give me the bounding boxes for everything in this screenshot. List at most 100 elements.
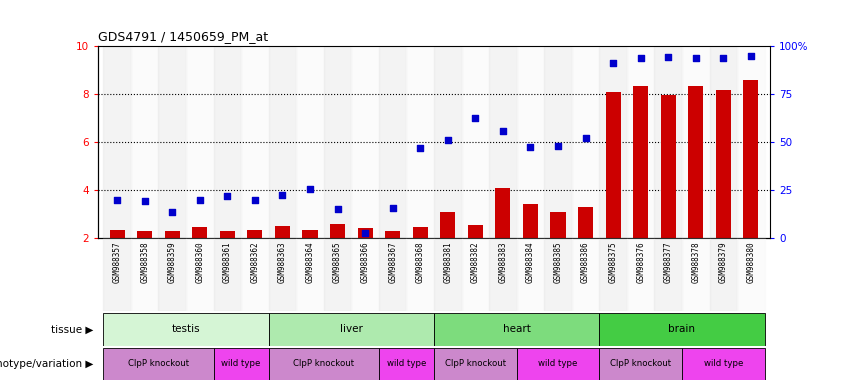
Bar	[434, 238, 461, 311]
Point	[469, 115, 483, 121]
Text: GSM988386: GSM988386	[581, 242, 590, 283]
Bar	[296, 238, 323, 311]
Bar	[627, 238, 654, 311]
Text: wild type: wild type	[704, 359, 743, 368]
Text: GSM988364: GSM988364	[306, 242, 315, 283]
Bar	[275, 226, 290, 238]
Text: GDS4791 / 1450659_PM_at: GDS4791 / 1450659_PM_at	[98, 30, 268, 43]
Bar	[578, 207, 593, 238]
Bar	[165, 231, 180, 238]
Point	[248, 197, 262, 203]
Text: GSM988363: GSM988363	[278, 242, 287, 283]
Bar	[158, 46, 186, 238]
Bar	[214, 46, 241, 238]
Bar	[716, 91, 731, 238]
Text: GSM988360: GSM988360	[196, 242, 204, 283]
Text: genotype/variation ▶: genotype/variation ▶	[0, 359, 94, 369]
Bar	[627, 46, 654, 238]
Text: ClpP knockout: ClpP knockout	[128, 359, 189, 368]
Text: GSM988381: GSM988381	[443, 242, 452, 283]
Text: GSM988367: GSM988367	[388, 242, 397, 283]
Point	[111, 197, 124, 203]
Bar	[351, 238, 379, 311]
Bar	[606, 92, 620, 238]
Bar	[523, 204, 538, 238]
Bar	[379, 348, 434, 380]
Bar	[241, 46, 269, 238]
Point	[358, 230, 372, 236]
Bar	[743, 80, 758, 238]
Text: ClpP knockout: ClpP knockout	[445, 359, 505, 368]
Bar	[379, 46, 407, 238]
Bar	[572, 238, 599, 311]
Bar	[296, 46, 323, 238]
Bar	[379, 238, 407, 311]
Bar	[551, 212, 566, 238]
Point	[165, 209, 179, 215]
Bar	[495, 188, 511, 238]
Bar	[461, 46, 489, 238]
Bar	[545, 46, 572, 238]
Text: ClpP knockout: ClpP knockout	[610, 359, 671, 368]
Text: GSM988380: GSM988380	[746, 242, 756, 283]
Text: GSM988382: GSM988382	[471, 242, 480, 283]
Text: GSM988383: GSM988383	[499, 242, 507, 283]
Text: GSM988365: GSM988365	[333, 242, 342, 283]
Point	[744, 53, 757, 59]
Bar	[413, 227, 428, 238]
Text: GSM988368: GSM988368	[416, 242, 425, 283]
Bar	[489, 46, 517, 238]
Text: wild type: wild type	[221, 359, 260, 368]
Bar	[269, 313, 434, 346]
Point	[303, 186, 317, 192]
Bar	[682, 238, 710, 311]
Point	[579, 136, 592, 142]
Bar	[131, 238, 158, 311]
Bar	[682, 46, 710, 238]
Text: liver: liver	[340, 324, 363, 334]
Bar	[688, 86, 703, 238]
Text: tissue ▶: tissue ▶	[51, 324, 94, 334]
Bar	[682, 348, 765, 380]
Bar	[192, 227, 208, 238]
Text: GSM988379: GSM988379	[719, 242, 728, 283]
Text: GSM988366: GSM988366	[361, 242, 369, 283]
Text: heart: heart	[503, 324, 531, 334]
Bar	[103, 313, 269, 346]
Bar	[599, 46, 627, 238]
Point	[689, 55, 703, 61]
Text: GSM988377: GSM988377	[664, 242, 672, 283]
Point	[441, 137, 454, 143]
Text: GSM988378: GSM988378	[691, 242, 700, 283]
Bar	[710, 238, 737, 311]
Point	[634, 55, 648, 61]
Bar	[131, 46, 158, 238]
Point	[331, 206, 345, 212]
Bar	[386, 231, 400, 238]
Bar	[269, 46, 296, 238]
Bar	[737, 46, 765, 238]
Bar	[269, 238, 296, 311]
Text: GSM988376: GSM988376	[637, 242, 645, 283]
Bar	[599, 348, 682, 380]
Bar	[407, 238, 434, 311]
Bar	[461, 238, 489, 311]
Bar	[214, 238, 241, 311]
Text: brain: brain	[669, 324, 695, 334]
Text: GSM988361: GSM988361	[223, 242, 231, 283]
Point	[414, 145, 427, 151]
Point	[717, 55, 730, 61]
Bar	[517, 238, 545, 311]
Text: GSM988357: GSM988357	[112, 242, 122, 283]
Bar	[407, 46, 434, 238]
Point	[276, 192, 289, 198]
Bar	[103, 348, 214, 380]
Text: GSM988358: GSM988358	[140, 242, 149, 283]
Text: ClpP knockout: ClpP knockout	[294, 359, 354, 368]
Bar	[103, 238, 131, 311]
Bar	[110, 230, 125, 238]
Bar	[214, 348, 269, 380]
Point	[496, 128, 510, 134]
Text: wild type: wild type	[386, 359, 426, 368]
Bar	[351, 46, 379, 238]
